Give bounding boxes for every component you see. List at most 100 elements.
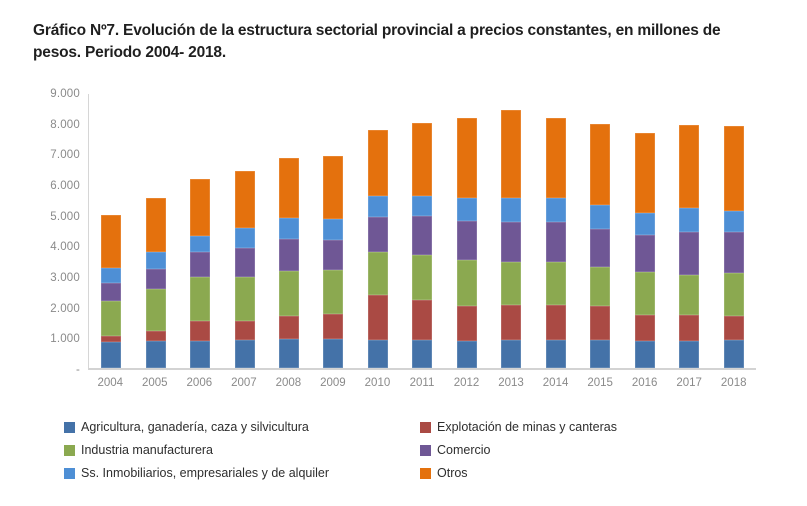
bar-2011-segment-minas [412,300,433,340]
y-tick-8000: 8.000 [50,118,80,131]
bar-2004 [101,94,122,368]
bar-2010-segment-comercio [367,217,388,252]
bar-2018-segment-agricultura [723,339,744,368]
bar-2011 [412,94,433,368]
x-tick-2009: 2009 [320,377,346,389]
legend: Agricultura, ganadería, caza y silvicult… [64,420,617,480]
bar-2012-segment-industria [456,259,477,307]
bar-2010-segment-agricultura [367,339,388,368]
bar-2016-segment-industria [634,271,655,316]
legend-label-industria: Industria manufacturera [81,443,214,457]
bar-2005-segment-comercio [145,268,166,290]
bar-2007-segment-industria [234,276,255,322]
bar-2017-segment-otros [679,125,700,209]
y-tick-1000: 1.000 [50,333,80,346]
bar-2012-segment-inmobiliarios [456,197,477,222]
x-tick-2004: 2004 [97,377,124,389]
bar-2005-segment-agricultura [145,340,166,368]
bar-2018-segment-minas [723,316,744,340]
bar-2017-segment-comercio [679,232,700,275]
legend-item-otros: Otros [420,466,617,480]
bar-2011-segment-comercio [412,216,433,255]
bar-2008-segment-otros [279,158,300,219]
bar-2015-segment-comercio [590,229,611,267]
bar-2010-segment-otros [367,130,388,197]
bar-2011-segment-agricultura [412,339,433,368]
y-tick-2000: 2.000 [50,302,80,315]
legend-item-industria: Industria manufacturera [64,443,420,457]
legend-item-minas: Explotación de minas y canteras [420,420,617,434]
x-tick-2014: 2014 [542,377,569,389]
bar-2012-segment-minas [456,306,477,341]
bar-2017-segment-agricultura [679,340,700,368]
x-tick-2006: 2006 [186,377,213,389]
y-tick-0: - [75,364,80,376]
x-tick-2005: 2005 [142,377,168,389]
x-axis: 2004 2005 2006 2007 2008 2009 2010 2011 2012 2013… [88,377,756,389]
bar-2013-segment-minas [501,305,522,340]
legend-marker-otros [420,467,431,479]
bar-2018 [723,94,744,368]
bar-2015-segment-otros [590,124,611,206]
bar-2017-segment-industria [679,274,700,316]
bar-2016-segment-agricultura [634,340,655,368]
x-tick-2008: 2008 [275,377,302,389]
bar-2014-segment-minas [545,305,566,340]
bar-2010-segment-inmobiliarios [367,196,388,218]
legend-marker-industria [64,444,75,456]
bar-2015-segment-agricultura [590,339,611,368]
bar-2013-segment-agricultura [501,339,522,368]
bar-2006-segment-agricultura [190,340,211,368]
bar-2015-segment-inmobiliarios [590,205,611,230]
bar-2018-segment-industria [723,272,744,317]
legend-marker-comercio [420,444,431,456]
bar-2008 [279,94,300,368]
bar-2006-segment-inmobiliarios [190,236,211,252]
bar-2012 [456,94,477,368]
y-tick-9000: 9.000 [50,88,80,100]
bar-2005-segment-industria [145,289,166,332]
bar-2017 [679,94,700,368]
bar-2007-segment-minas [234,321,255,340]
bar-2005-segment-minas [145,331,166,341]
bar-2004-segment-inmobiliarios [101,267,122,284]
bar-2016 [634,94,655,368]
legend-marker-inmobiliarios [64,467,75,479]
bar-2014-segment-comercio [545,222,566,262]
bar-2014-segment-agricultura [545,339,566,368]
bar-2006-segment-industria [190,276,211,322]
y-tick-3000: 3.000 [50,272,80,284]
x-tick-2018: 2018 [720,377,747,389]
bar-2018-segment-inmobiliarios [723,211,744,233]
bar-2012-segment-agricultura [456,340,477,368]
bar-2014-segment-industria [545,261,566,306]
bar-2016-segment-otros [634,133,655,214]
legend-marker-minas [420,421,431,433]
bar-2018-segment-comercio [723,232,744,273]
bar-2004-segment-otros [101,215,122,268]
bar-2015 [590,94,611,368]
bar-2017-segment-minas [679,315,700,341]
bar-2005 [145,94,166,368]
bar-2017-segment-inmobiliarios [679,208,700,233]
bar-2013-segment-comercio [501,222,522,262]
bar-2015-segment-industria [590,266,611,307]
plot-area [88,94,756,370]
bar-2015-segment-minas [590,306,611,340]
legend-label-inmobiliarios: Ss. Inmobiliarios, empresariales y de al… [81,466,330,480]
bar-2010-segment-minas [367,295,388,340]
bar-2011-segment-inmobiliarios [412,195,433,217]
bar-2008-segment-minas [279,316,300,339]
bar-2013 [501,94,522,368]
bar-2009-segment-otros [323,156,344,220]
bar-2009-segment-industria [323,269,344,315]
bar-2004-segment-comercio [101,283,122,302]
bar-2007-segment-inmobiliarios [234,228,255,248]
bar-2007-segment-otros [234,170,255,229]
bar-2009-segment-inmobiliarios [323,219,344,241]
x-tick-2011: 2011 [409,377,435,389]
bar-2011-segment-industria [412,254,433,301]
legend-label-otros: Otros [437,466,468,480]
legend-item-agricultura: Agricultura, ganadería, caza y silvicult… [64,420,420,434]
